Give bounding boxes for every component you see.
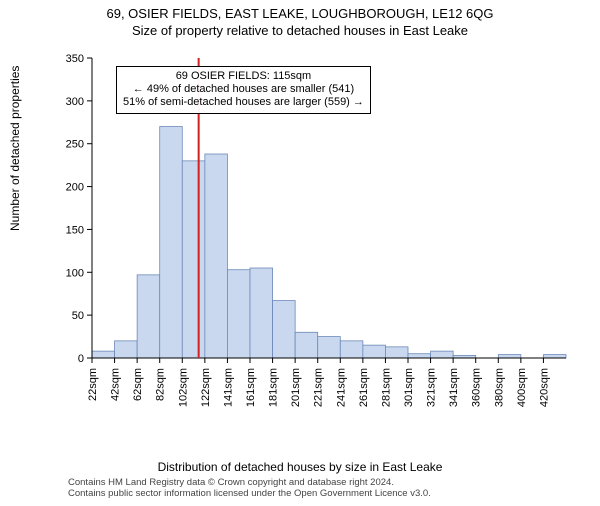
svg-text:141sqm: 141sqm	[222, 368, 234, 407]
svg-text:102sqm: 102sqm	[177, 368, 189, 407]
svg-text:50: 50	[72, 310, 84, 322]
svg-text:321sqm: 321sqm	[426, 368, 438, 407]
svg-text:201sqm: 201sqm	[290, 368, 302, 407]
svg-text:281sqm: 281sqm	[380, 368, 392, 407]
svg-text:341sqm: 341sqm	[448, 368, 460, 407]
svg-text:161sqm: 161sqm	[245, 368, 257, 407]
annotation-box: 69 OSIER FIELDS: 115sqm ← 49% of detache…	[116, 66, 371, 114]
svg-text:350: 350	[66, 53, 84, 65]
x-axis-label: Distribution of detached houses by size …	[0, 460, 600, 474]
svg-text:150: 150	[66, 224, 84, 236]
chart-area: 0 50 100 150 200 250 300 350 22sqm 42sqm 62sqm 82sq…	[62, 52, 572, 410]
footer-attribution: Contains HM Land Registry data © Crown c…	[68, 478, 431, 500]
svg-text:261sqm: 261sqm	[358, 368, 370, 407]
svg-text:181sqm: 181sqm	[268, 368, 280, 407]
svg-text:360sqm: 360sqm	[471, 368, 483, 407]
svg-text:241sqm: 241sqm	[335, 368, 347, 407]
svg-text:300: 300	[66, 96, 84, 108]
annotation-line-2: ← 49% of detached houses are smaller (54…	[123, 83, 364, 96]
svg-text:42sqm: 42sqm	[110, 368, 122, 401]
svg-text:301sqm: 301sqm	[403, 368, 415, 407]
svg-text:0: 0	[78, 353, 84, 365]
footer-line-2: Contains public sector information licen…	[68, 489, 431, 500]
svg-text:221sqm: 221sqm	[313, 368, 325, 407]
title-address: 69, OSIER FIELDS, EAST LEAKE, LOUGHBOROU…	[0, 6, 600, 21]
svg-text:200: 200	[66, 182, 84, 194]
svg-text:122sqm: 122sqm	[200, 368, 212, 407]
y-axis-label: Number of detached properties	[8, 66, 22, 231]
svg-text:400sqm: 400sqm	[516, 368, 528, 407]
svg-text:82sqm: 82sqm	[155, 368, 167, 401]
svg-text:100: 100	[66, 267, 84, 279]
annotation-line-3: 51% of semi-detached houses are larger (…	[123, 96, 364, 109]
annotation-line-1: 69 OSIER FIELDS: 115sqm	[123, 70, 364, 83]
svg-text:380sqm: 380sqm	[493, 368, 505, 407]
svg-text:250: 250	[66, 139, 84, 151]
title-subtitle: Size of property relative to detached ho…	[0, 23, 600, 38]
svg-text:22sqm: 22sqm	[87, 368, 99, 401]
svg-text:420sqm: 420sqm	[538, 368, 550, 407]
svg-text:62sqm: 62sqm	[132, 368, 144, 401]
